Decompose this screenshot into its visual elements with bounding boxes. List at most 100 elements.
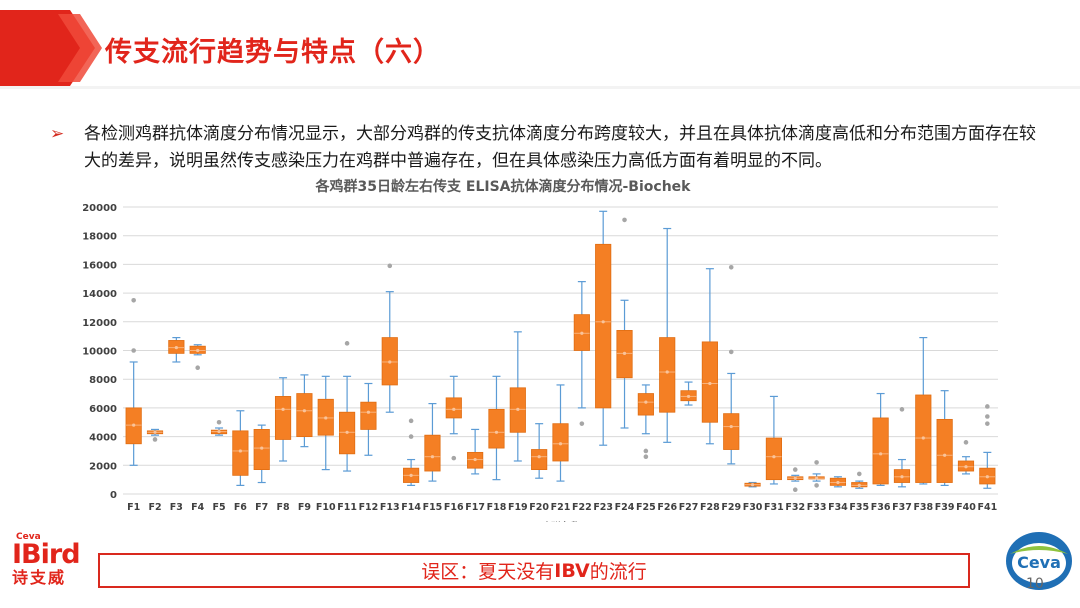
x-tick-label: F15 bbox=[423, 502, 443, 513]
outlier-point bbox=[408, 434, 414, 439]
y-tick-label: 4000 bbox=[89, 433, 117, 444]
arrow-bullet-icon: ➢ bbox=[50, 124, 65, 144]
outlier-point bbox=[344, 341, 350, 346]
x-tick-label: F29 bbox=[721, 502, 741, 513]
mean-marker bbox=[366, 410, 371, 414]
x-tick-label: F24 bbox=[615, 502, 635, 513]
outlier-point bbox=[622, 217, 627, 223]
mean-marker bbox=[708, 381, 712, 386]
page-number: 10 bbox=[1026, 576, 1044, 592]
x-tick-label: F40 bbox=[956, 502, 976, 513]
outlier-point bbox=[856, 471, 862, 477]
x-tick-label: F33 bbox=[807, 502, 827, 513]
bullet-point: ➢ 各检测鸡群抗体滴度分布情况显示，大部分鸡群的传支抗体滴度分布跨度较大，并且在… bbox=[50, 121, 1050, 175]
mean-marker bbox=[985, 475, 989, 479]
mean-marker bbox=[964, 465, 968, 469]
box-f36 bbox=[872, 417, 889, 485]
boxplot-chart: 0 2000 4000 6000 8000 10000 12000 14000 16000 180… bbox=[83, 172, 1013, 522]
y-tick-label: 14000 bbox=[83, 289, 117, 300]
ibird-logo-top: Ceva bbox=[16, 532, 41, 542]
x-tick-label: F18 bbox=[487, 502, 507, 513]
y-tick-label: 20000 bbox=[83, 203, 117, 214]
mean-marker bbox=[494, 430, 499, 434]
y-tick-label: 8000 bbox=[89, 375, 117, 386]
mean-marker bbox=[814, 476, 819, 480]
box-f12 bbox=[360, 401, 377, 430]
mean-marker bbox=[473, 457, 477, 462]
y-tick-label: 6000 bbox=[89, 404, 117, 415]
x-tick-label: F19 bbox=[508, 502, 528, 513]
outlier-point bbox=[643, 454, 649, 459]
x-tick-label: F13 bbox=[380, 502, 400, 513]
mean-marker bbox=[302, 409, 307, 413]
mean-marker bbox=[217, 429, 221, 434]
x-tick-label: F34 bbox=[828, 502, 848, 513]
x-tick-label: F16 bbox=[444, 502, 464, 513]
mean-marker bbox=[537, 455, 541, 459]
x-tick-label: F27 bbox=[679, 502, 699, 513]
y-tick-label: 18000 bbox=[83, 232, 117, 243]
box-f23 bbox=[595, 243, 612, 409]
x-tick-label: F6 bbox=[234, 502, 247, 513]
outlier-point bbox=[728, 349, 734, 355]
x-tick-label: F31 bbox=[764, 502, 784, 513]
box-f31 bbox=[765, 437, 782, 481]
outlier-point bbox=[216, 419, 222, 425]
mean-marker bbox=[260, 446, 264, 450]
x-tick-label: F25 bbox=[636, 502, 656, 513]
mean-marker bbox=[772, 455, 776, 459]
x-axis-title: 鸡群名称 bbox=[541, 520, 581, 522]
x-tick-label: F37 bbox=[892, 502, 912, 513]
outlier-point bbox=[985, 404, 990, 409]
x-tick-label: F28 bbox=[700, 502, 720, 513]
mean-marker bbox=[174, 346, 178, 350]
chart-canvas: 0 2000 4000 6000 8000 10000 12000 14000 16000 180… bbox=[83, 203, 998, 522]
mean-marker bbox=[750, 483, 755, 487]
slide-header-swoosh bbox=[0, 0, 110, 90]
mean-marker bbox=[900, 475, 904, 479]
mean-marker bbox=[686, 394, 691, 399]
x-tick-label: F32 bbox=[785, 502, 805, 513]
x-tick-label: F21 bbox=[551, 502, 571, 513]
mean-marker bbox=[153, 430, 157, 434]
mean-marker bbox=[921, 436, 925, 440]
mean-marker bbox=[580, 331, 584, 335]
mean-marker bbox=[388, 360, 392, 364]
outlier-point bbox=[643, 448, 649, 454]
x-tick-label: F14 bbox=[401, 502, 421, 513]
x-tick-label: F10 bbox=[316, 502, 336, 513]
outlier-point bbox=[579, 421, 585, 426]
x-tick-label: F9 bbox=[298, 502, 311, 513]
outlier-point bbox=[792, 487, 798, 492]
mean-marker bbox=[132, 423, 136, 427]
mean-marker bbox=[452, 407, 456, 411]
mean-marker bbox=[281, 407, 285, 411]
callout-suffix: 的流行 bbox=[589, 561, 647, 583]
mean-marker bbox=[324, 416, 328, 420]
x-tick-label: F35 bbox=[849, 502, 869, 513]
x-tick-label: F4 bbox=[191, 502, 204, 513]
y-tick-label: 10000 bbox=[83, 347, 117, 358]
x-tick-label: F23 bbox=[593, 502, 613, 513]
box-f15 bbox=[424, 434, 441, 472]
box-f29 bbox=[723, 413, 740, 450]
x-tick-label: F5 bbox=[212, 502, 225, 513]
mean-marker bbox=[409, 473, 413, 477]
mean-marker bbox=[644, 400, 648, 404]
x-tick-label: F7 bbox=[255, 502, 268, 513]
mean-marker bbox=[836, 480, 840, 485]
outlier-point bbox=[451, 455, 457, 461]
box-f25 bbox=[637, 393, 654, 416]
y-tick-label: 0 bbox=[110, 490, 117, 501]
mean-marker bbox=[238, 449, 242, 453]
mean-marker bbox=[729, 424, 733, 429]
x-tick-label: F2 bbox=[148, 502, 161, 513]
mean-marker bbox=[558, 442, 563, 446]
box-f39 bbox=[936, 418, 953, 483]
ceva-logo-text: Ceva bbox=[1017, 553, 1061, 572]
mean-marker bbox=[793, 476, 797, 480]
x-tick-label: F20 bbox=[529, 502, 549, 513]
box-f6 bbox=[232, 430, 249, 476]
outlier-point bbox=[408, 418, 414, 424]
box-f9 bbox=[296, 393, 313, 438]
